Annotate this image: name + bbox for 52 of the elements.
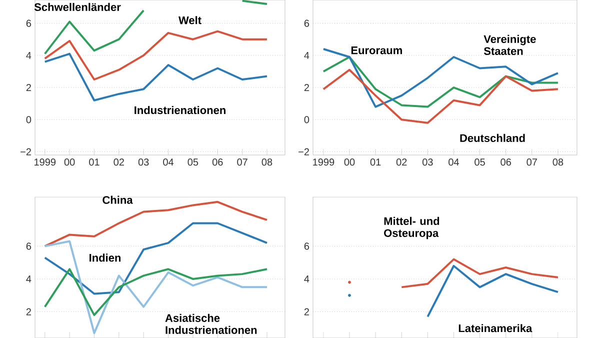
series-label: Welt bbox=[178, 16, 202, 24]
y-tick-label: −2 bbox=[298, 148, 309, 156]
x-tick-label: 02 bbox=[396, 158, 407, 166]
y-tick-label: 0 bbox=[304, 116, 310, 124]
x-tick-label: 05 bbox=[188, 158, 198, 166]
x-tick-label: 03 bbox=[138, 158, 149, 166]
y-tick-label: 2 bbox=[26, 308, 31, 316]
y-tick-label: 6 bbox=[304, 20, 310, 27]
text: Mittel- und Osteuropa bbox=[384, 216, 440, 240]
y-tick-label: 0 bbox=[26, 116, 32, 124]
x-tick-label: 08 bbox=[552, 158, 564, 166]
y-tick-label: −2 bbox=[20, 148, 31, 156]
x-tick-label: 00 bbox=[344, 158, 355, 166]
series-label: Vereinigte Staaten bbox=[484, 34, 536, 55]
y-tick-label: 6 bbox=[26, 20, 32, 27]
series-label: Schwellenländer bbox=[34, 2, 121, 12]
series-label: Asiatische Industrienationen bbox=[165, 314, 257, 334]
y-tick-label: 4 bbox=[304, 52, 310, 59]
series-label: Euroraum bbox=[351, 46, 402, 54]
x-tick-label: 03 bbox=[422, 158, 433, 166]
line-series bbox=[44, 30, 268, 81]
x-tick-label: 1999 bbox=[34, 158, 56, 166]
y-tick-label: 6 bbox=[26, 242, 32, 250]
series-label: Industrienationen bbox=[134, 106, 226, 114]
y-tick-label: 2 bbox=[304, 84, 309, 92]
series-label: China bbox=[102, 196, 133, 204]
y-tick-label: 2 bbox=[304, 308, 309, 316]
x-tick-label: 01 bbox=[89, 158, 100, 166]
x-tick-label: 07 bbox=[526, 158, 537, 166]
text: Deutschland bbox=[460, 134, 525, 142]
x-tick-label: 02 bbox=[114, 158, 124, 166]
x-tick-label: 1999 bbox=[313, 158, 334, 166]
x-tick-label: 00 bbox=[64, 158, 75, 166]
line-series bbox=[44, 222, 268, 295]
y-tick-label: 4 bbox=[26, 276, 32, 282]
x-tick-label: 05 bbox=[474, 158, 485, 166]
x-tick-label: 06 bbox=[212, 158, 223, 166]
line-series bbox=[44, 52, 268, 102]
x-tick-label: 07 bbox=[237, 158, 248, 166]
line-series bbox=[322, 68, 559, 124]
x-tick-label: 04 bbox=[163, 158, 174, 166]
y-tick-label: 4 bbox=[26, 52, 32, 59]
x-tick-label: 08 bbox=[262, 158, 272, 166]
y-tick-label: 6 bbox=[304, 242, 310, 250]
x-tick-label: 06 bbox=[500, 158, 511, 166]
series-label: Indien bbox=[90, 254, 121, 262]
text: Lateinamerika bbox=[458, 324, 532, 332]
x-tick-label: 04 bbox=[448, 158, 459, 166]
x-tick-label: 01 bbox=[370, 158, 381, 166]
y-tick-label: 2 bbox=[26, 84, 31, 92]
line-series bbox=[44, 240, 268, 334]
y-tick-label: 4 bbox=[304, 276, 310, 282]
